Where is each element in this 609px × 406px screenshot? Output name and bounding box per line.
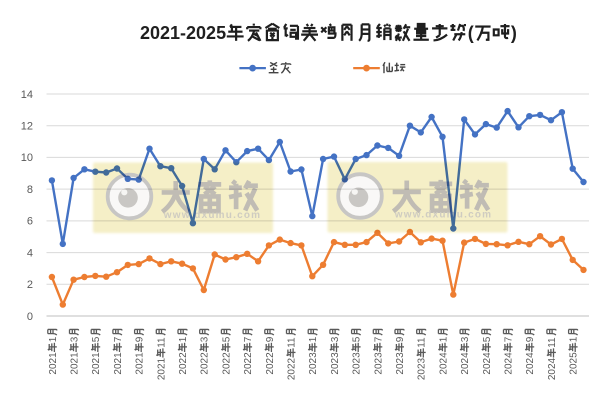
svg-text:2022: 2022 (221, 352, 232, 375)
svg-text:12: 12 (21, 121, 33, 133)
svg-text:2021: 2021 (70, 352, 81, 375)
svg-text:2: 2 (27, 279, 33, 291)
svg-text:2021: 2021 (156, 357, 167, 380)
svg-text:5: 5 (91, 336, 102, 342)
svg-text:11: 11 (417, 337, 428, 348)
svg-text:14: 14 (21, 89, 33, 101)
svg-text:2022: 2022 (200, 352, 211, 375)
svg-text:11: 11 (547, 337, 558, 348)
svg-text:2023: 2023 (395, 352, 406, 375)
svg-text:7: 7 (373, 336, 384, 342)
svg-text:2023: 2023 (330, 352, 341, 375)
svg-text:2022: 2022 (178, 352, 189, 375)
svg-text:5: 5 (482, 336, 493, 342)
svg-text:2024: 2024 (547, 357, 558, 380)
svg-text:www.dxumu.com: www.dxumu.com (163, 210, 261, 221)
svg-text:11: 11 (287, 337, 298, 348)
svg-text:7: 7 (243, 336, 254, 342)
svg-text:2024: 2024 (504, 352, 515, 375)
svg-text:9: 9 (135, 336, 146, 342)
svg-text:(: ( (468, 23, 474, 43)
svg-text:7: 7 (504, 336, 515, 342)
svg-text:www.dxumu.com: www.dxumu.com (394, 210, 492, 221)
svg-text:2021-2025: 2021-2025 (140, 23, 226, 43)
svg-text:2023: 2023 (308, 352, 319, 375)
svg-text:3: 3 (200, 336, 211, 342)
svg-text:8: 8 (27, 184, 33, 196)
svg-text:9: 9 (525, 336, 536, 342)
svg-text:2025: 2025 (569, 352, 580, 375)
svg-text:9: 9 (395, 336, 406, 342)
svg-text:9: 9 (265, 336, 276, 342)
svg-text:1: 1 (308, 336, 319, 342)
svg-text:2024: 2024 (460, 352, 471, 375)
svg-text:1: 1 (178, 336, 189, 342)
svg-text:): ) (511, 23, 517, 43)
svg-text:5: 5 (352, 336, 363, 342)
svg-text:2023: 2023 (352, 352, 363, 375)
svg-text:2021: 2021 (135, 352, 146, 375)
svg-text:5: 5 (221, 336, 232, 342)
svg-text:2021: 2021 (113, 352, 124, 375)
svg-text:7: 7 (113, 336, 124, 342)
svg-text:11: 11 (156, 337, 167, 348)
svg-text:2024: 2024 (438, 352, 449, 375)
svg-text:1: 1 (569, 336, 580, 342)
svg-text:1: 1 (438, 336, 449, 342)
svg-text:2024: 2024 (525, 352, 536, 375)
svg-text:3: 3 (460, 336, 471, 342)
svg-text:2022: 2022 (287, 357, 298, 380)
svg-text:2023: 2023 (417, 357, 428, 380)
svg-text:4: 4 (27, 247, 33, 259)
svg-text:10: 10 (21, 152, 33, 164)
svg-text:2022: 2022 (265, 352, 276, 375)
svg-text:2022: 2022 (243, 352, 254, 375)
svg-text:2023: 2023 (373, 352, 384, 375)
svg-text:1: 1 (48, 336, 59, 342)
svg-text:2021: 2021 (91, 352, 102, 375)
svg-text:2024: 2024 (482, 352, 493, 375)
svg-text:3: 3 (70, 336, 81, 342)
svg-text:6: 6 (27, 216, 33, 228)
svg-text:0: 0 (27, 311, 33, 323)
svg-text:3: 3 (330, 336, 341, 342)
svg-text:2021: 2021 (48, 352, 59, 375)
